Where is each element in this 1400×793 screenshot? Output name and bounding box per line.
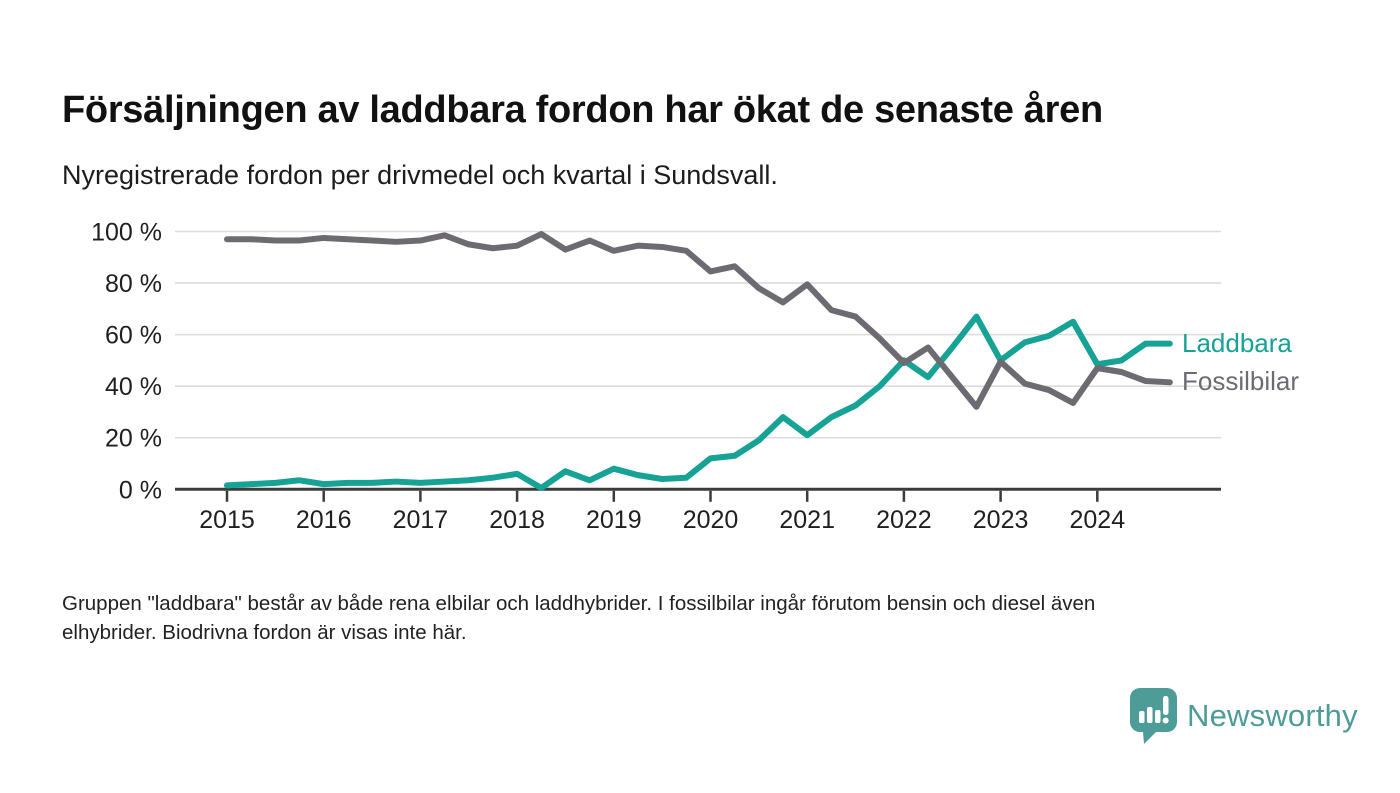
y-axis-label: 40 % (105, 373, 162, 401)
bar-1 (1139, 711, 1145, 723)
footnote-line2: elhybrider. Biodrivna fordon är visas in… (62, 620, 467, 644)
y-axis-label: 20 % (105, 425, 162, 453)
bar-3 (1155, 710, 1161, 723)
x-axis-label: 2023 (973, 506, 1029, 534)
y-axis-label: 60 % (105, 322, 162, 350)
series-lines (224, 231, 1173, 492)
footnote: Gruppen "laddbara" består av både rena e… (62, 590, 1342, 647)
axes: 0 % 20 % 40 % 60 % 80 % 100 % 2015 2016 2017 2018… (91, 219, 1221, 534)
x-axis-label: 2016 (296, 506, 352, 534)
series-line-laddbara (224, 313, 1173, 492)
footnote-line1: Gruppen "laddbara" består av både rena e… (62, 592, 1096, 615)
x-axis-label: 2024 (1069, 506, 1125, 534)
y-axis-label: 100 % (91, 219, 162, 247)
legend-label-laddbara: Laddbara (1182, 328, 1292, 358)
x-axis-label: 2021 (779, 506, 835, 534)
legend-label-fossilbilar: Fossilbilar (1182, 366, 1299, 396)
chart-subtitle: Nyregistrerade fordon per drivmedel och … (62, 160, 778, 190)
y-axis-label: 80 % (105, 270, 162, 298)
x-axis-label: 2018 (489, 506, 545, 534)
speech-bubble-shape (1130, 688, 1177, 744)
exclamation-dot (1162, 717, 1169, 724)
y-axis-label: 0 % (119, 476, 162, 504)
x-axis-label: 2019 (586, 506, 642, 534)
bar-2 (1147, 707, 1153, 723)
x-axis-label: 2022 (876, 506, 932, 534)
newsworthy-icon (1130, 688, 1177, 744)
x-axis-label: 2020 (683, 506, 739, 534)
exclamation-bar (1163, 696, 1169, 715)
x-axis-label: 2017 (393, 506, 449, 534)
chart-title: Försäljningen av laddbara fordon har öka… (62, 89, 1103, 132)
newsworthy-wordmark: Newsworthy (1187, 698, 1358, 733)
series-line-fossilbilar (224, 231, 1173, 410)
newsworthy-logo: Newsworthy (1130, 688, 1358, 744)
x-axis-label: 2015 (199, 506, 255, 534)
